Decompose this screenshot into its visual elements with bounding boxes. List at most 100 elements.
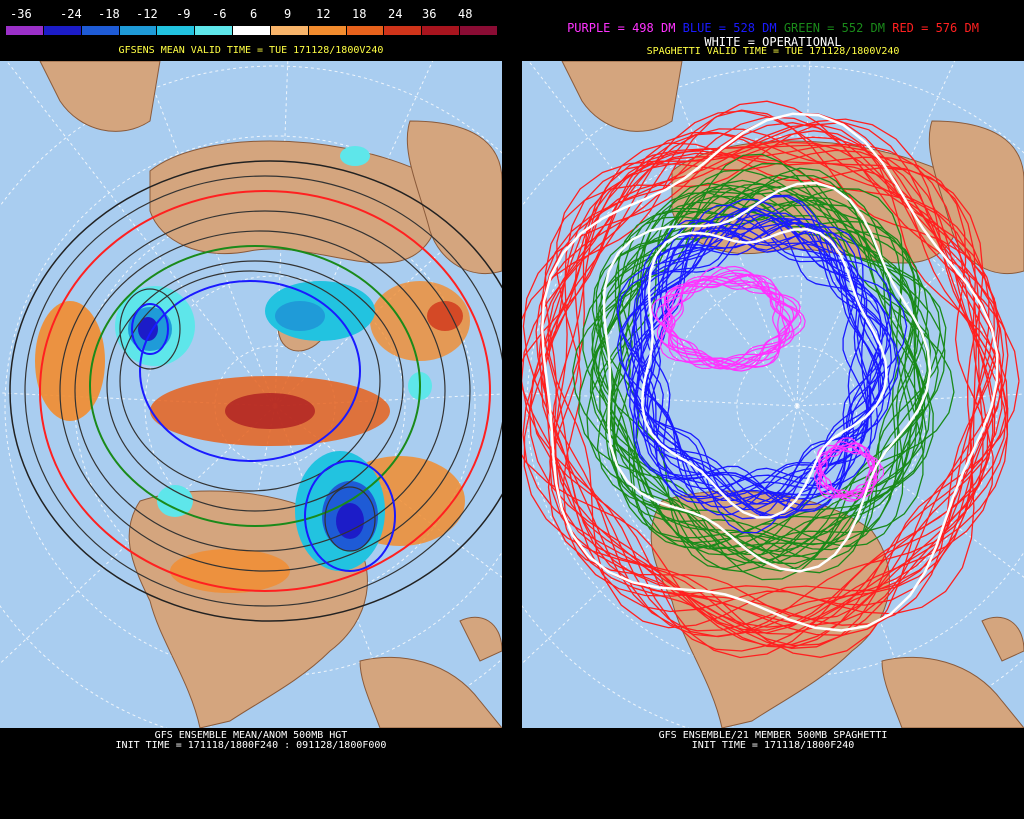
contour-528dm [627, 215, 879, 497]
colorbar-swatch [270, 26, 309, 35]
colorbar-swatch [81, 26, 120, 35]
anomaly-colorbar: -36 -24 -18 -12 -9 -6 6 9 12 18 24 36 48 [6, 3, 498, 35]
contour-528dm [635, 219, 891, 520]
colorbar-label: 36 [422, 7, 437, 21]
contour-528dm [616, 213, 908, 500]
contour-552dm [596, 199, 955, 553]
contour-498dm [663, 278, 787, 369]
colorbar-swatch [308, 26, 347, 35]
contour-576dm [556, 130, 1020, 649]
colorbar-label: 9 [284, 7, 292, 21]
contour-576dm [522, 100, 995, 615]
contour-498dm [656, 274, 794, 371]
colorbar-swatch [422, 26, 461, 35]
operational-576dm [540, 112, 999, 632]
contour-552dm [605, 174, 922, 565]
spaghetti-contours [522, 100, 1020, 659]
colorbar-label: -36 [10, 7, 32, 21]
contour-552dm [586, 185, 934, 565]
colorbar-label: -18 [98, 7, 120, 21]
contour-552dm [591, 192, 924, 573]
colorbar-label: -12 [136, 7, 158, 21]
contour-576dm [547, 123, 1009, 621]
contour-528dm [644, 228, 880, 505]
contour-552dm [613, 185, 939, 541]
contour-528dm [632, 194, 892, 511]
landmasses [39, 61, 502, 728]
contour-552dm [582, 183, 929, 549]
contour-552dm [599, 163, 932, 551]
contour-528dm [633, 221, 886, 505]
contour-528dm [631, 220, 872, 534]
contour-498dm [816, 441, 876, 498]
colorbar-swatch [384, 26, 423, 35]
panel-divider [502, 0, 522, 819]
legend-purple: PURPLE = 498 DM [567, 21, 676, 35]
legend-green: GREEN = 552 DM [783, 21, 885, 35]
contour-552dm [591, 153, 915, 550]
contour-576dm [540, 132, 984, 638]
legend-white: WHITE = OPERATIONAL [704, 35, 842, 49]
contour-576dm [523, 118, 1009, 647]
contour-498dm [651, 272, 798, 368]
colorbar-swatch [346, 26, 385, 35]
contour-528dm [634, 195, 882, 512]
ensemble-mean-panel: -36 -24 -18 -12 -9 -6 6 9 12 18 24 36 48… [0, 0, 502, 819]
contour-576dm [522, 122, 1001, 626]
spaghetti-footer-title: GFS ENSEMBLE/21 MEMBER 500MB SPAGHETTI [658, 730, 888, 741]
contour-552dm [572, 169, 924, 556]
colorbar-label: 24 [388, 7, 403, 21]
contour-552dm [597, 184, 918, 550]
spaghetti-valid-time: SPAGHETTI VALID TIME = TUE 171128/1800V2… [646, 46, 900, 57]
contour-498dm [663, 280, 802, 366]
contour-552dm [589, 195, 912, 564]
spaghetti-legend: PURPLE = 498 DM BLUE = 528 DM GREEN = 55… [522, 22, 1024, 34]
spaghetti-panel: PURPLE = 498 DM BLUE = 528 DM GREEN = 55… [522, 0, 1024, 819]
mean-anomaly-map [0, 61, 502, 728]
contour-552dm [591, 185, 947, 546]
contour-498dm [659, 269, 806, 368]
colorbar-swatch [233, 26, 271, 35]
spaghetti-map-svg [522, 61, 1024, 728]
spaghetti-map [522, 61, 1024, 728]
operational-552dm [602, 181, 932, 573]
height-contours [9, 160, 502, 622]
mean-footer-title: GFS ENSEMBLE MEAN/ANOM 500MB HGT [154, 730, 348, 741]
contour-498dm [660, 273, 795, 370]
contour-498dm [667, 274, 791, 372]
mean-map-svg [0, 61, 502, 728]
colorbar-swatch [157, 26, 196, 35]
contour-498dm [818, 447, 874, 497]
spaghetti-footer-init: INIT TIME = 171118/1800F240 [691, 740, 855, 751]
operational-528dm [640, 228, 888, 519]
contour-576dm [522, 152, 994, 634]
contour-528dm [629, 209, 868, 501]
colorbar-swatch [119, 26, 158, 35]
contour-498dm [669, 279, 791, 367]
colorbar-swatch [43, 26, 82, 35]
contour-576dm [529, 143, 994, 647]
colorbar-swatch [6, 26, 44, 35]
colorbar-swatch [195, 26, 234, 35]
contour-498dm [820, 447, 877, 497]
mean-footer-init: INIT TIME = 171118/1800F240 : 091128/180… [115, 740, 387, 751]
contour-498dm [667, 266, 782, 370]
contour-576dm [540, 141, 1005, 626]
contour-552dm [595, 193, 946, 558]
mean-valid-time: GFSENS MEAN VALID TIME = TUE 171128/1800… [118, 45, 384, 56]
colorbar-label: -6 [212, 7, 227, 21]
colorbar-label: 6 [250, 7, 258, 21]
legend-red: RED = 576 DM [892, 21, 979, 35]
contour-576dm [535, 116, 1009, 606]
colorbar-label: 18 [352, 7, 367, 21]
contour-552dm [613, 197, 930, 572]
colorbar-label: -24 [60, 7, 82, 21]
legend-blue: BLUE = 528 DM [682, 21, 777, 35]
colorbar-label: 12 [316, 7, 331, 21]
contour-528dm [640, 217, 898, 516]
contour-576dm [530, 142, 989, 659]
colorbar-label: 48 [458, 7, 473, 21]
colorbar-swatch [460, 26, 498, 35]
colorbar-swatches [6, 26, 498, 35]
colorbar-label: -9 [176, 7, 191, 21]
